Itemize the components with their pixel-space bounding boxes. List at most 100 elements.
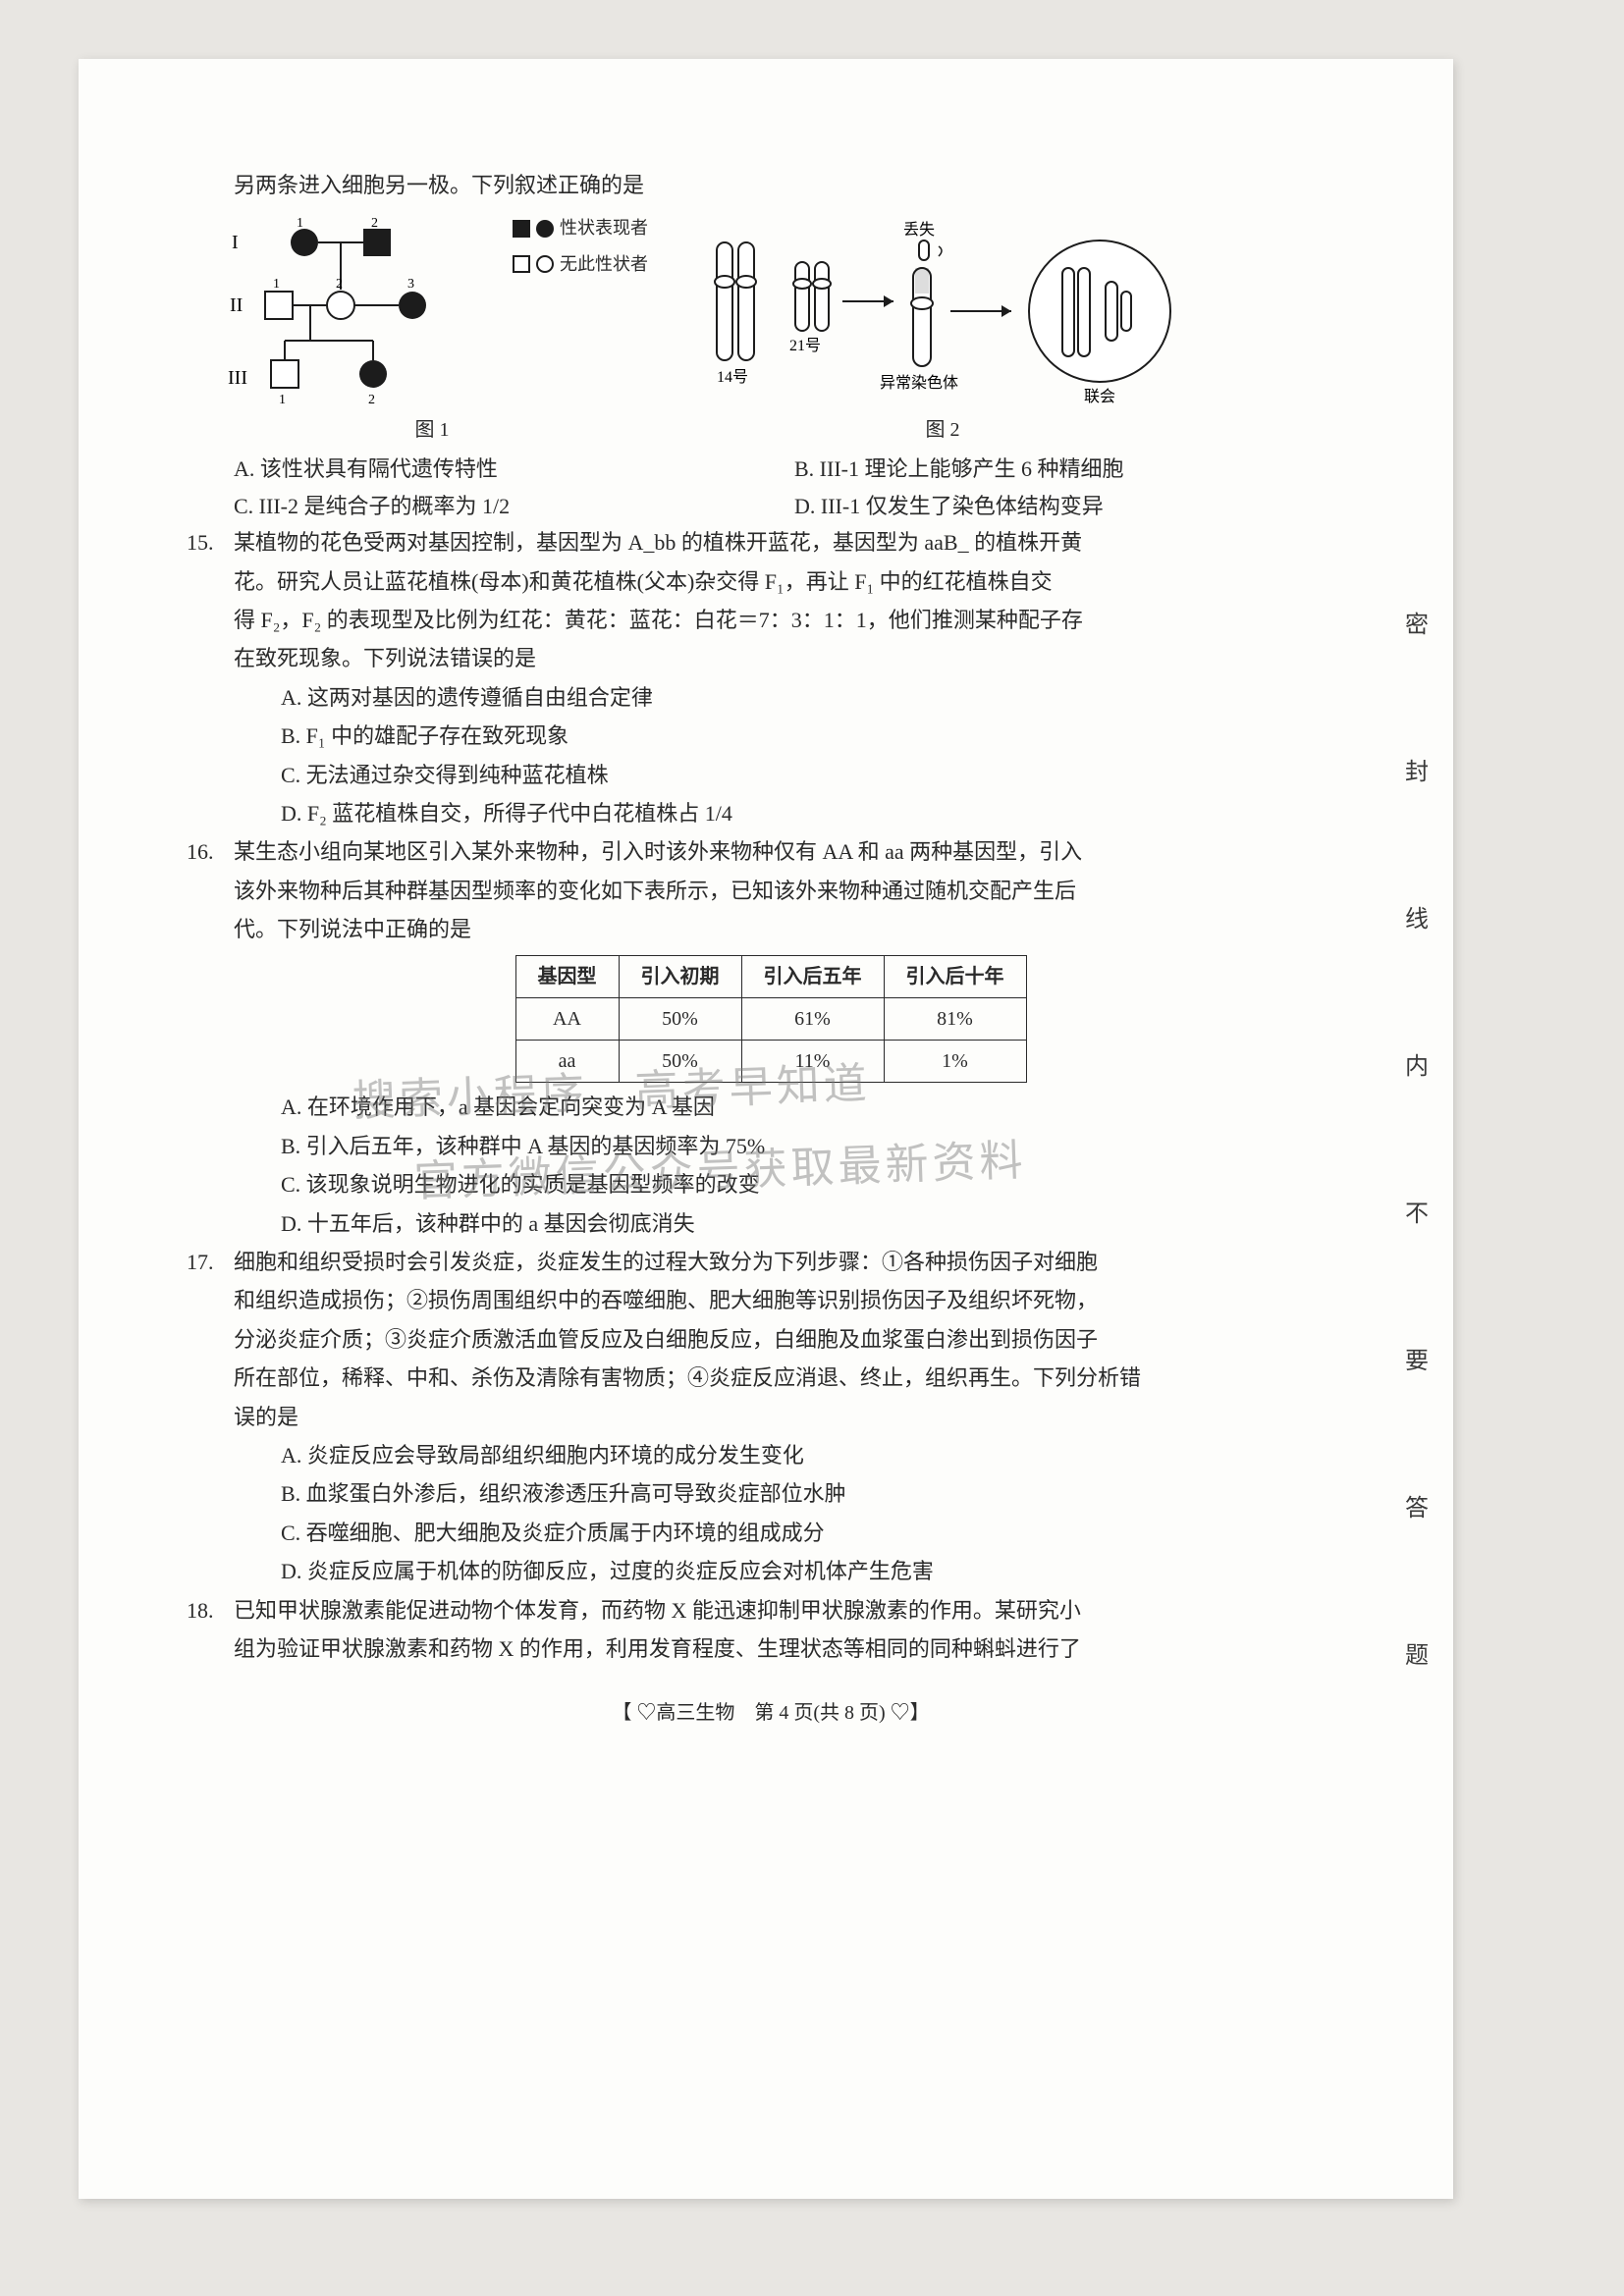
side-char: 内	[1397, 1053, 1432, 1077]
q15-stem-1: 花。研究人员让蓝花植株(母本)和黄花植株(父本)杂交得 F₁，再让 F₁ 中的红…	[234, 563, 1355, 600]
td: aa	[515, 1041, 619, 1083]
chromosome-svg: 14号 21号 丢失	[687, 213, 1198, 409]
gen-I-label: I	[232, 232, 239, 253]
td: 11%	[741, 1041, 884, 1083]
side-char: 封	[1397, 759, 1432, 782]
q14-opt-B: B. III-1 理论上能够产生 6 种精细胞	[794, 451, 1355, 487]
figures-row: I 1 2 II 1 2 3	[226, 213, 1355, 447]
q15-stem: 某植物的花色受两对基因控制，基因型为 A_bb 的植株开蓝花，基因型为 aaB_…	[234, 524, 1355, 679]
q17-opt-A: A. 炎症反应会导致局部组织细胞内环境的成分发生变化	[187, 1437, 1355, 1473]
q15-opt-C: C. 无法通过杂交得到纯种蓝花植株	[187, 757, 1355, 793]
svg-text:1: 1	[273, 277, 280, 292]
side-char: 答	[1397, 1495, 1432, 1519]
gen-II-label: II	[230, 294, 243, 316]
td: AA	[515, 998, 619, 1041]
q16-stem-2: 代。下列说法中正确的是	[234, 911, 1355, 947]
q14-opt-A: A. 该性状具有隔代遗传特性	[234, 451, 794, 487]
svg-text:1: 1	[279, 393, 286, 407]
legend-affected-text: 性状表现者	[560, 213, 648, 243]
legend-unaffected: 无此性状者	[513, 249, 648, 280]
q16-stem-1: 该外来物种后其种群基因型频率的变化如下表所示，已知该外来物种通过随机交配产生后	[234, 873, 1355, 909]
side-char: 不	[1397, 1201, 1432, 1224]
q16: 16. 某生态小组向某地区引入某外来物种，引入时该外来物种仅有 AA 和 aa …	[187, 833, 1355, 949]
side-char: 密	[1397, 612, 1432, 635]
q18-stem-1: 组为验证甲状腺激素和药物 X 的作用，利用发育程度、生理状态等相同的同种蝌蚪进行…	[234, 1630, 1355, 1667]
q16-num: 16.	[187, 833, 234, 949]
q15-stem-2: 得 F₂，F₂ 的表现型及比例为红花：黄花：蓝花：白花＝7：3：1：1，他们推测…	[234, 602, 1355, 638]
q17-num: 17.	[187, 1244, 234, 1437]
q17-stem-3: 所在部位，稀释、中和、杀伤及清除有害物质；④炎症反应消退、终止，组织再生。下列分…	[234, 1360, 1355, 1396]
td: 50%	[619, 1041, 741, 1083]
td: 1%	[884, 1041, 1026, 1083]
q15-opt-A: A. 这两对基因的遗传遵循自由组合定律	[187, 679, 1355, 716]
q17-stem-4: 误的是	[234, 1399, 1355, 1435]
content-body: 另两条进入细胞另一极。下列叙述正确的是 I 1 2 II	[187, 167, 1355, 1730]
lead-in-line: 另两条进入细胞另一极。下列叙述正确的是	[187, 167, 1355, 203]
svg-text:3: 3	[407, 277, 414, 292]
svg-text:2: 2	[368, 393, 375, 407]
q16-opt-D: D. 十五年后，该种群中的 a 基因会彻底消失	[187, 1205, 1355, 1242]
table-row: 基因型 引入初期 引入后五年 引入后十年	[515, 956, 1026, 998]
lost-label: 丢失	[903, 221, 935, 239]
q16-stem-0: 某生态小组向某地区引入某外来物种，引入时该外来物种仅有 AA 和 aa 两种基因…	[234, 833, 1355, 870]
td: 81%	[884, 998, 1026, 1041]
q18: 18. 已知甲状腺激素能促进动物个体发育，而药物 X 能迅速抑制甲状腺激素的作用…	[187, 1592, 1355, 1670]
pedigree-legend: 性状表现者 无此性状者	[513, 213, 648, 285]
q15-stem-0: 某植物的花色受两对基因控制，基因型为 A_bb 的植株开蓝花，基因型为 aaB_…	[234, 524, 1355, 561]
figure2-caption: 图 2	[687, 413, 1198, 447]
figure-1: I 1 2 II 1 2 3	[226, 213, 638, 447]
figure-2: 14号 21号 丢失	[687, 213, 1198, 447]
chr14-label: 14号	[717, 368, 748, 386]
td: 61%	[741, 998, 884, 1041]
q17-stem-1: 和组织造成损伤；②损伤周围组织中的吞噬细胞、肥大细胞等识别损伤因子及组织坏死物，	[234, 1282, 1355, 1318]
pairing-label: 联会	[1084, 388, 1115, 405]
th-1: 引入初期	[619, 956, 741, 998]
q16-opt-C: C. 该现象说明生物进化的实质是基因型频率的改变	[187, 1166, 1355, 1202]
q15-stem-3: 在致死现象。下列说法错误的是	[234, 640, 1355, 676]
q17-opt-D: D. 炎症反应属于机体的防御反应，过度的炎症反应会对机体产生危害	[187, 1553, 1355, 1589]
svg-text:2: 2	[336, 277, 343, 292]
q15-opt-D: D. F₂ 蓝花植株自交，所得子代中白花植株占 1/4	[187, 795, 1355, 831]
side-char: 线	[1397, 906, 1432, 930]
legend-affected: 性状表现者	[513, 213, 648, 243]
q17-stem-0: 细胞和组织受损时会引发炎症，炎症发生的过程大致分为下列步骤：①各种损伤因子对细胞	[234, 1244, 1355, 1280]
legend-square-hollow	[513, 255, 530, 273]
q14-row2: C. III-2 是纯合子的概率为 1/2 D. III-1 仅发生了染色体结构…	[187, 488, 1355, 524]
q17-stem: 细胞和组织受损时会引发炎症，炎症发生的过程大致分为下列步骤：①各种损伤因子对细胞…	[234, 1244, 1355, 1437]
legend-unaffected-text: 无此性状者	[560, 249, 648, 280]
q14-row1: A. 该性状具有隔代遗传特性 B. III-1 理论上能够产生 6 种精细胞	[187, 451, 1355, 487]
legend-circle-filled	[536, 220, 554, 238]
legend-circle-hollow	[536, 255, 554, 273]
q18-stem: 已知甲状腺激素能促进动物个体发育，而药物 X 能迅速抑制甲状腺激素的作用。某研究…	[234, 1592, 1355, 1670]
table-row: aa 50% 11% 1%	[515, 1041, 1026, 1083]
th-2: 引入后五年	[741, 956, 884, 998]
q16-stem: 某生态小组向某地区引入某外来物种，引入时该外来物种仅有 AA 和 aa 两种基因…	[234, 833, 1355, 949]
exam-page: 另两条进入细胞另一极。下列叙述正确的是 I 1 2 II	[79, 59, 1453, 2199]
margin-seal-text: 密 封 线 内 不 要 答 题	[1394, 550, 1434, 1728]
side-char: 要	[1397, 1348, 1432, 1371]
q17: 17. 细胞和组织受损时会引发炎症，炎症发生的过程大致分为下列步骤：①各种损伤因…	[187, 1244, 1355, 1437]
q15: 15. 某植物的花色受两对基因控制，基因型为 A_bb 的植株开蓝花，基因型为 …	[187, 524, 1355, 679]
q16-table: 基因型 引入初期 引入后五年 引入后十年 AA 50% 61% 81% aa 5…	[515, 955, 1027, 1083]
svg-text:1: 1	[297, 216, 303, 231]
page-footer: 【 ♡高三生物 第 4 页(共 8 页) ♡】	[187, 1696, 1355, 1730]
th-0: 基因型	[515, 956, 619, 998]
abnormal-label: 异常染色体	[880, 374, 958, 392]
chr21-label: 21号	[789, 337, 821, 354]
q14-opt-C: C. III-2 是纯合子的概率为 1/2	[234, 488, 794, 524]
gen-III-label: III	[228, 367, 247, 389]
figure1-caption: 图 1	[226, 413, 638, 447]
q17-opt-B: B. 血浆蛋白外渗后，组织液渗透压升高可导致炎症部位水肿	[187, 1475, 1355, 1512]
th-3: 引入后十年	[884, 956, 1026, 998]
q15-num: 15.	[187, 524, 234, 679]
svg-text:2: 2	[371, 216, 378, 231]
q18-stem-0: 已知甲状腺激素能促进动物个体发育，而药物 X 能迅速抑制甲状腺激素的作用。某研究…	[234, 1592, 1355, 1629]
q16-opt-B: B. 引入后五年，该种群中 A 基因的基因频率为 75%	[187, 1128, 1355, 1164]
q14-opt-D: D. III-1 仅发生了染色体结构变异	[794, 488, 1355, 524]
q15-opt-B: B. F₁ 中的雄配子存在致死现象	[187, 718, 1355, 754]
legend-square-filled	[513, 220, 530, 238]
td: 50%	[619, 998, 741, 1041]
q16-opt-A: A. 在环境作用下，a 基因会定向突变为 A 基因	[187, 1089, 1355, 1125]
q17-stem-2: 分泌炎症介质；③炎症介质激活血管反应及白细胞反应，白细胞及血浆蛋白渗出到损伤因子	[234, 1321, 1355, 1358]
table-row: AA 50% 61% 81%	[515, 998, 1026, 1041]
